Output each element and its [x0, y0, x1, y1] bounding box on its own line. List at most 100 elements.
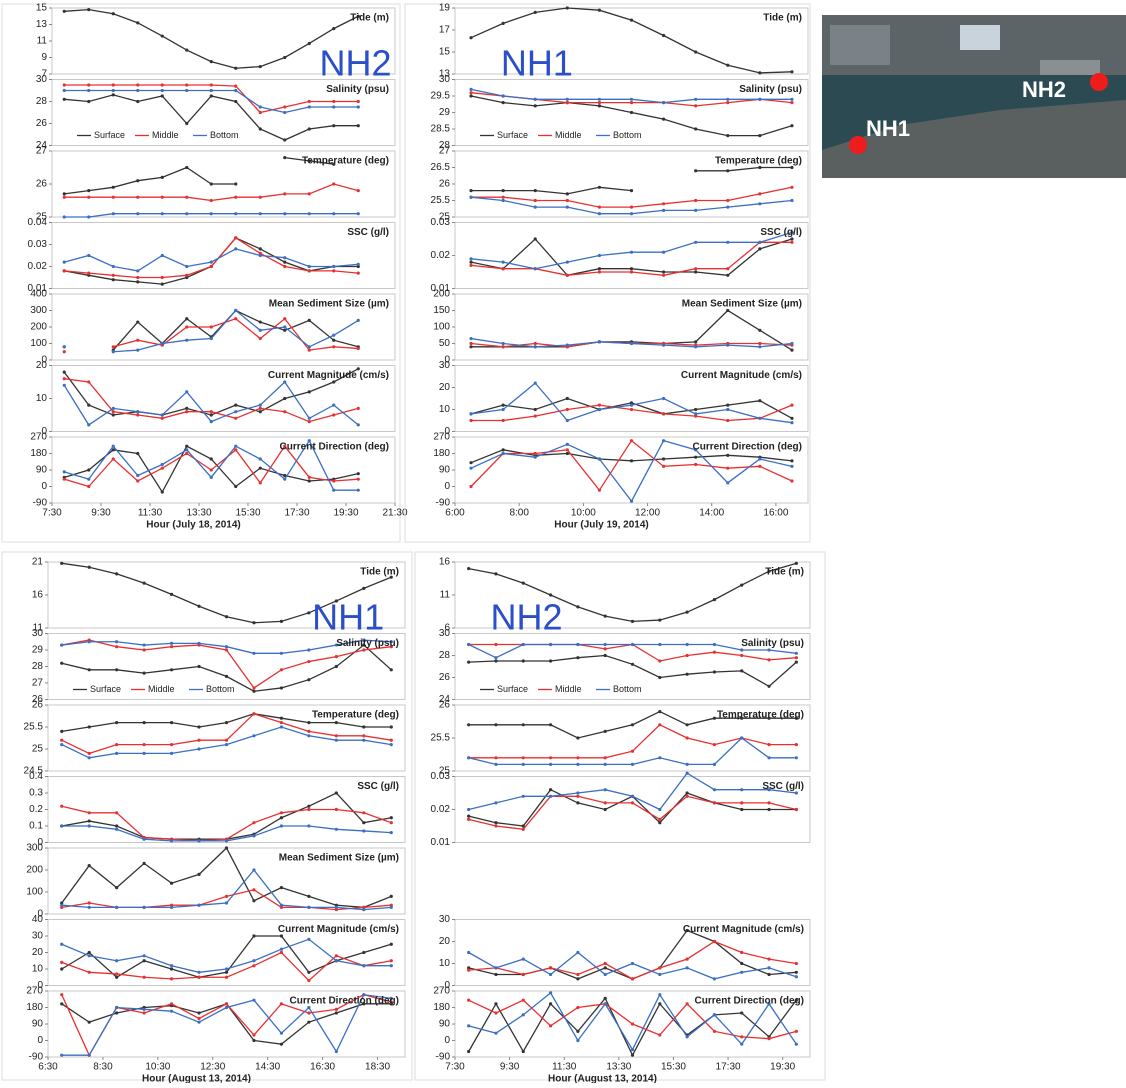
- data-point: [362, 725, 366, 729]
- data-point: [469, 36, 473, 40]
- data-point: [283, 138, 287, 142]
- data-point: [307, 905, 311, 910]
- data-point: [197, 641, 201, 646]
- y-tick-label: 16: [32, 590, 44, 601]
- data-point: [252, 899, 256, 903]
- data-point: [712, 670, 717, 674]
- panel-title: Current Direction (deg): [290, 996, 399, 1007]
- data-point: [334, 908, 338, 912]
- data-point: [111, 413, 115, 417]
- y-tick-label: 16: [439, 557, 451, 568]
- y-tick-label: 10: [439, 404, 451, 415]
- data-point: [533, 97, 537, 101]
- data-point: [630, 749, 635, 753]
- y-tick-label: 0: [41, 481, 47, 492]
- data-point: [160, 34, 164, 38]
- data-point: [169, 977, 174, 981]
- legend-label: Middle: [555, 130, 582, 140]
- data-point: [389, 996, 393, 1000]
- data-point: [501, 403, 505, 407]
- data-point: [136, 275, 140, 280]
- data-point: [712, 762, 717, 767]
- y-tick-label: 27: [36, 146, 48, 157]
- data-point: [224, 738, 229, 742]
- data-point: [469, 257, 473, 261]
- data-point: [685, 610, 689, 614]
- data-point: [758, 192, 762, 196]
- data-point: [197, 1016, 201, 1021]
- data-point: [726, 205, 730, 209]
- data-point: [467, 1049, 471, 1054]
- data-point: [469, 87, 473, 91]
- y-tick-label: 270: [433, 986, 450, 997]
- data-point: [630, 1022, 635, 1026]
- panel-title: Tide (m): [765, 567, 804, 578]
- map-label: NH2: [1022, 77, 1066, 102]
- x-tick-label: 13:30: [186, 508, 211, 519]
- data-point: [726, 101, 730, 105]
- data-point: [62, 470, 66, 474]
- data-point: [87, 477, 91, 481]
- data-point: [169, 903, 174, 907]
- data-point: [111, 93, 115, 97]
- data-point: [661, 202, 666, 206]
- data-point: [252, 998, 256, 1002]
- data-point: [767, 966, 771, 970]
- y-tick-label: 24.5: [24, 766, 44, 777]
- x-tick-label: 11:30: [552, 1062, 577, 1073]
- data-point: [136, 99, 140, 104]
- data-point: [142, 643, 146, 647]
- data-point: [142, 959, 146, 963]
- data-point: [279, 886, 284, 890]
- data-point: [389, 640, 393, 644]
- data-point: [87, 824, 91, 828]
- data-point: [603, 642, 607, 647]
- data-point: [87, 970, 91, 974]
- data-point: [712, 743, 717, 747]
- data-point: [142, 751, 146, 756]
- data-point: [685, 1035, 689, 1039]
- data-point: [111, 195, 115, 199]
- data-point: [521, 827, 525, 831]
- data-point: [224, 721, 229, 725]
- data-point: [565, 442, 569, 446]
- data-point: [362, 586, 366, 591]
- data-point: [603, 788, 607, 792]
- y-tick-label: 29: [32, 645, 44, 656]
- data-point: [658, 1033, 662, 1037]
- data-point: [661, 208, 666, 212]
- data-point: [501, 195, 505, 199]
- data-point: [307, 1011, 311, 1015]
- data-point: [111, 410, 115, 414]
- data-point: [794, 651, 798, 655]
- data-point: [197, 738, 201, 742]
- data-point: [467, 998, 471, 1002]
- block-frame: [414, 551, 826, 1081]
- data-point: [469, 484, 473, 489]
- data-point: [111, 185, 115, 189]
- data-point: [597, 270, 602, 274]
- data-point: [60, 561, 64, 565]
- data-point: [603, 729, 607, 734]
- data-point: [234, 448, 238, 452]
- y-tick-label: 11: [440, 590, 451, 601]
- data-point: [279, 934, 284, 938]
- data-point: [661, 396, 666, 401]
- data-point: [334, 959, 338, 963]
- data-point: [307, 269, 311, 273]
- data-point: [87, 668, 91, 672]
- data-point: [62, 83, 66, 87]
- data-point: [740, 736, 744, 740]
- data-point: [694, 97, 698, 101]
- data-point: [307, 416, 311, 420]
- y-tick-label: 25: [32, 744, 44, 755]
- data-point: [658, 710, 662, 714]
- data-point: [142, 648, 146, 652]
- data-point: [658, 993, 662, 997]
- data-point: [630, 662, 635, 666]
- data-point: [160, 282, 164, 286]
- data-point: [332, 264, 336, 269]
- panel-frame: [454, 365, 809, 432]
- data-point: [629, 439, 634, 443]
- data-point: [62, 9, 66, 13]
